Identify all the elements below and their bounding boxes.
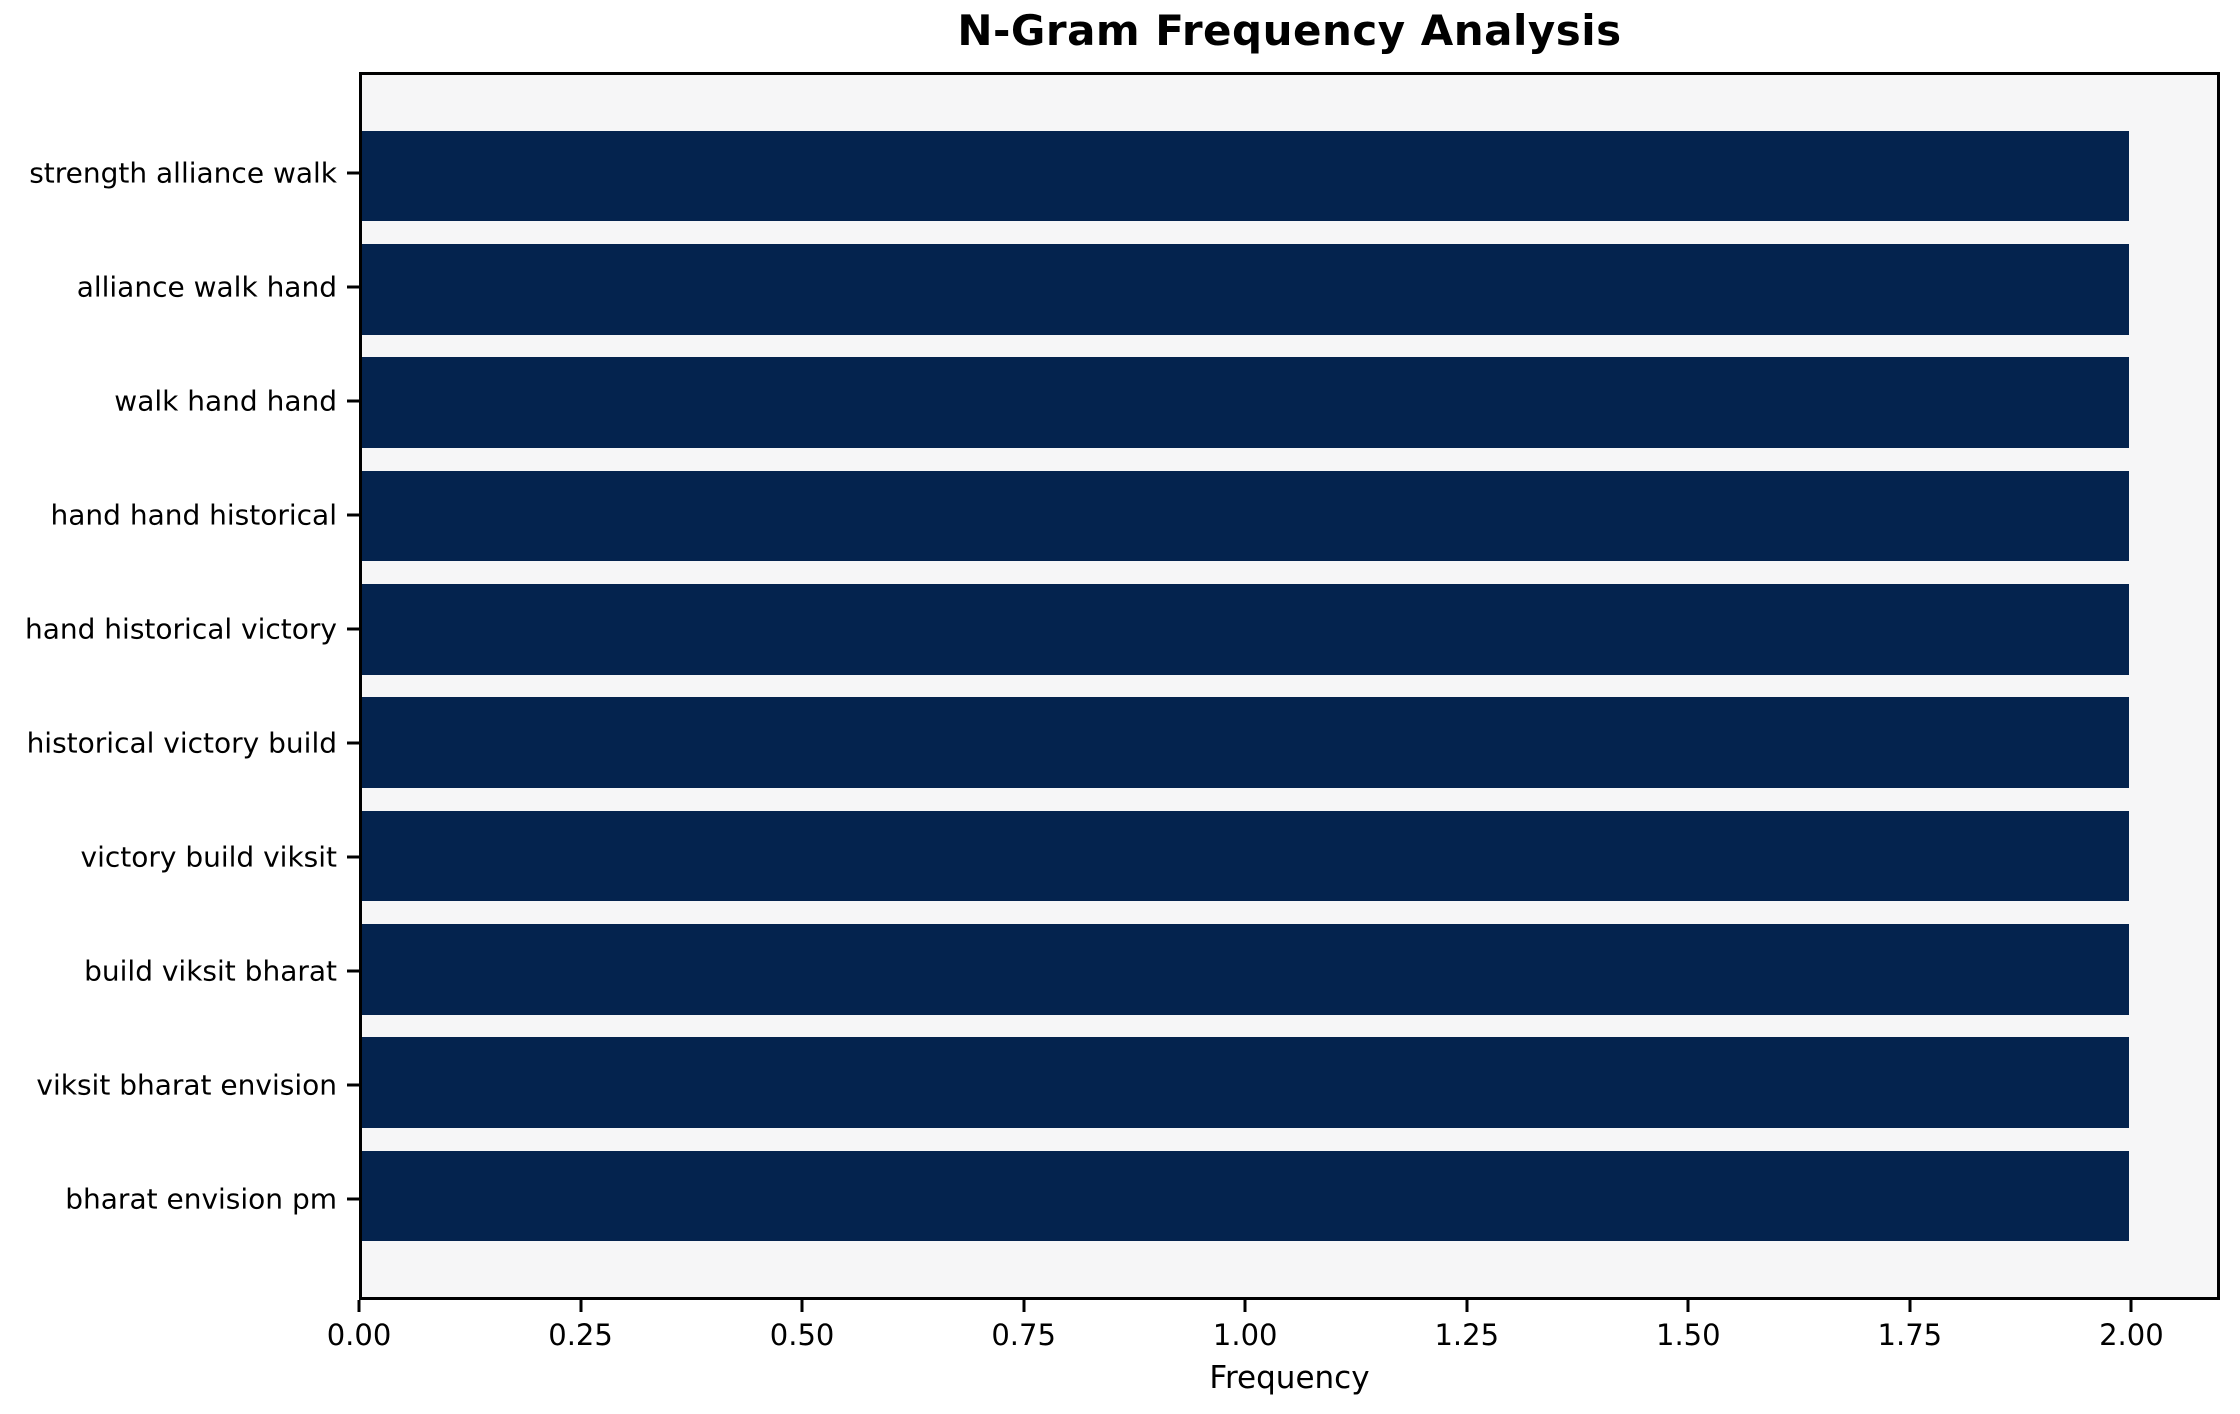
bar bbox=[362, 583, 2129, 675]
x-tick-mark bbox=[1908, 1300, 1912, 1312]
y-tick-label: build viksit bharat bbox=[84, 954, 337, 988]
bar bbox=[362, 357, 2129, 448]
y-tick-mark bbox=[347, 285, 359, 289]
x-tick-label: 0.50 bbox=[769, 1318, 835, 1352]
bar bbox=[362, 470, 2129, 562]
y-tick-label: bharat envision pm bbox=[65, 1182, 337, 1216]
x-tick-mark bbox=[1686, 1300, 1690, 1312]
x-tick-mark bbox=[1243, 1300, 1247, 1312]
bar bbox=[362, 924, 2129, 1015]
y-tick-mark bbox=[347, 627, 359, 631]
y-tick-label: strength alliance walk bbox=[29, 156, 337, 190]
x-tick-label: 0.75 bbox=[991, 1318, 1056, 1352]
x-tick-mark bbox=[1022, 1300, 1026, 1312]
y-tick-label: hand hand historical bbox=[50, 498, 338, 532]
bar bbox=[362, 130, 2129, 222]
plot-area bbox=[359, 72, 2220, 1300]
x-tick-mark bbox=[800, 1300, 804, 1312]
y-tick-mark bbox=[347, 741, 359, 745]
x-axis-title: Frequency bbox=[1209, 1360, 1370, 1396]
bar bbox=[362, 1037, 2129, 1129]
y-tick-label: victory build viksit bbox=[80, 840, 338, 874]
y-tick-mark bbox=[347, 399, 359, 403]
x-tick-label: 0.00 bbox=[326, 1318, 392, 1352]
x-tick-mark bbox=[1465, 1300, 1469, 1312]
x-tick-label: 0.25 bbox=[548, 1318, 613, 1352]
y-tick-label: walk hand hand bbox=[114, 384, 337, 418]
x-tick-label: 1.25 bbox=[1434, 1318, 1500, 1352]
y-tick-label: viksit bharat envision bbox=[36, 1068, 337, 1102]
bar bbox=[362, 697, 2129, 788]
y-tick-mark bbox=[347, 1197, 359, 1201]
bar bbox=[362, 810, 2129, 902]
y-tick-mark bbox=[347, 171, 359, 175]
y-tick-mark bbox=[347, 1083, 359, 1087]
y-tick-label: hand historical victory bbox=[24, 612, 337, 646]
y-tick-label: historical victory build bbox=[26, 726, 337, 760]
x-tick-label: 1.50 bbox=[1655, 1318, 1721, 1352]
y-tick-mark bbox=[347, 513, 359, 517]
y-tick-mark bbox=[347, 969, 359, 973]
x-tick-mark bbox=[357, 1300, 361, 1312]
bar bbox=[362, 243, 2129, 335]
y-tick-label: alliance walk hand bbox=[76, 270, 337, 304]
bar bbox=[362, 1150, 2129, 1242]
x-tick-mark bbox=[579, 1300, 583, 1312]
chart-title: N-Gram Frequency Analysis bbox=[957, 6, 1622, 55]
y-tick-mark bbox=[347, 855, 359, 859]
x-tick-mark bbox=[2129, 1300, 2133, 1312]
x-tick-label: 1.00 bbox=[1212, 1318, 1278, 1352]
x-tick-label: 2.00 bbox=[2099, 1318, 2164, 1352]
x-tick-label: 1.75 bbox=[1877, 1318, 1943, 1352]
